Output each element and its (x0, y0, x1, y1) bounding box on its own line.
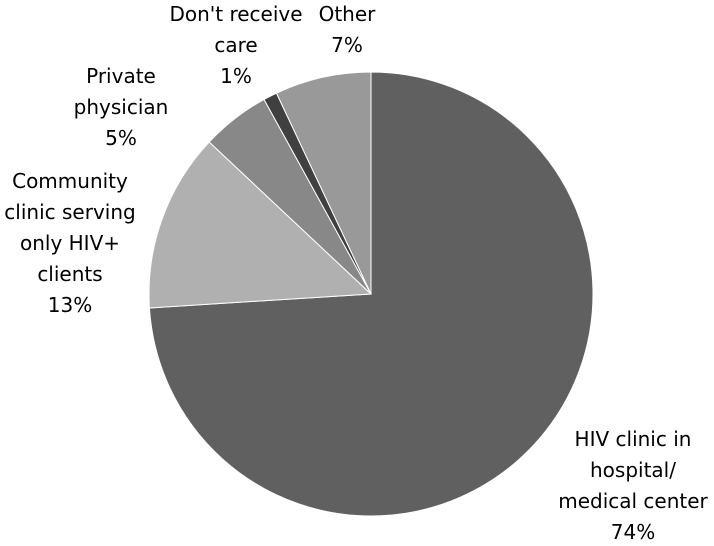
slice-name-line: Community (12, 169, 128, 193)
slice-name-line: Other (319, 2, 377, 26)
slice-name-line: Private (86, 64, 156, 88)
pie-slice (275, 71, 372, 295)
slice-name-line: medical center (558, 489, 708, 513)
slice-percent-label: 1% (220, 64, 252, 88)
slice-percent-label: 7% (331, 33, 363, 57)
pie-slices (148, 71, 594, 517)
slice-name-line: clinic serving (4, 200, 135, 224)
slice-label: Community clinic serving only HIV+ clients 1… (4, 169, 135, 317)
slice-percent-label: 5% (105, 126, 137, 150)
slice-name-line: clients (37, 262, 102, 286)
slice-name-line: care (214, 33, 257, 57)
slice-percent-label: 74% (611, 520, 655, 544)
slice-name-line: Don't receive (169, 2, 302, 26)
pie-slice (148, 141, 373, 309)
slice-label: Other 7% (319, 2, 377, 57)
slice-name-line: hospital/ (590, 458, 676, 482)
slice-name-line: only HIV+ (20, 231, 120, 255)
slice-label: Private physician 5% (74, 64, 169, 150)
slice-name-line: physician (74, 95, 169, 119)
slice-label: Don't receive care 1% (169, 2, 302, 88)
slice-percent-label: 13% (48, 293, 92, 317)
slice-label: HIV clinic in hospital/medical center 74% (558, 427, 708, 544)
pie-labels: HIV clinic in hospital/medical center 74% C… (4, 2, 708, 544)
slice-name-line: HIV clinic in (575, 427, 692, 451)
